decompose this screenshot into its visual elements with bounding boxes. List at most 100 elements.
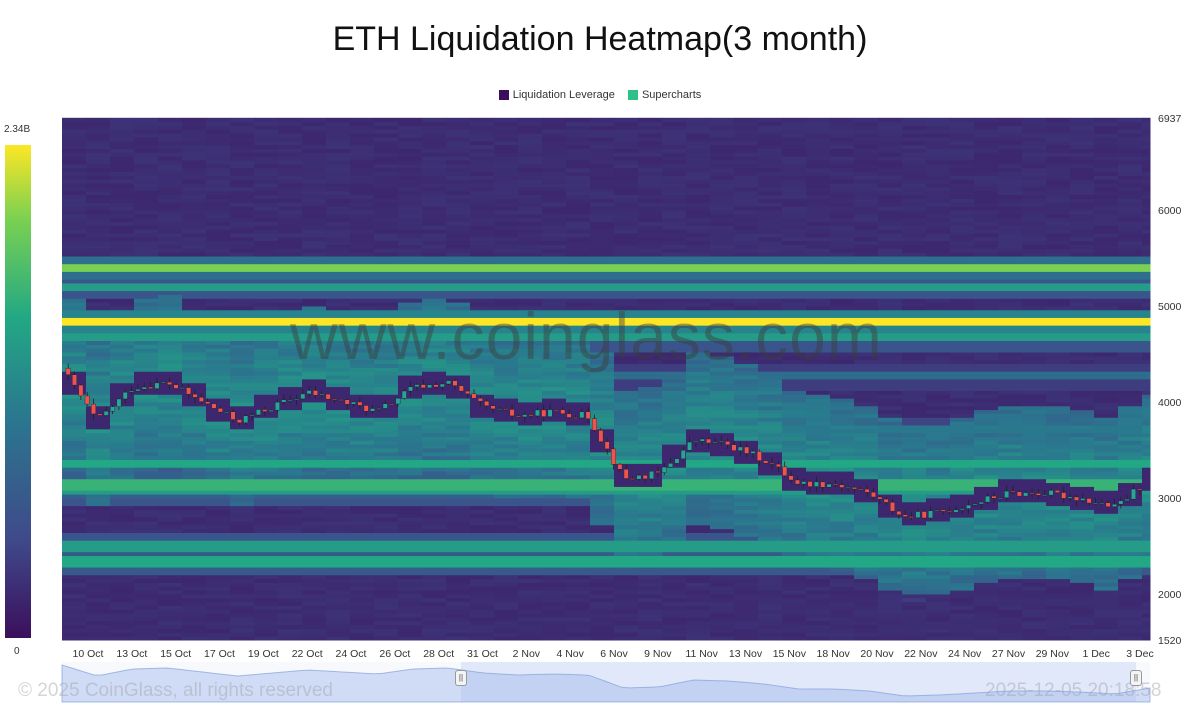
heatmap-cell bbox=[206, 613, 231, 618]
legend-item-supercharts[interactable]: Supercharts bbox=[627, 89, 701, 101]
heatmap-cell bbox=[878, 455, 903, 461]
heatmap-cell bbox=[614, 582, 639, 587]
heatmap-cell bbox=[518, 628, 543, 633]
heatmap-cell bbox=[182, 605, 207, 610]
heatmap-cell bbox=[302, 179, 327, 184]
heatmap-cell bbox=[86, 125, 111, 130]
heatmap-cell bbox=[110, 244, 135, 249]
heatmap-cell bbox=[86, 509, 111, 514]
heatmap-cell bbox=[494, 482, 519, 487]
heatmap-cell bbox=[422, 590, 447, 595]
chart-title: ETH Liquidation Heatmap(3 month) bbox=[332, 20, 868, 58]
heatmap-cell bbox=[638, 570, 663, 576]
heatmap-cell bbox=[302, 570, 327, 576]
heatmap-cell bbox=[62, 586, 87, 591]
heatmap-cell bbox=[374, 190, 399, 196]
heatmap-cell bbox=[854, 367, 879, 372]
heatmap-cell bbox=[662, 217, 687, 222]
heatmap-cell bbox=[782, 252, 807, 257]
heatmap-cell bbox=[278, 263, 303, 269]
legend-item-liquidation-leverage[interactable]: Liquidation Leverage bbox=[498, 89, 615, 101]
heatmap-cell bbox=[590, 444, 615, 449]
heatmap-cell bbox=[374, 179, 399, 184]
heatmap-cell bbox=[302, 524, 327, 530]
heatmap-cell bbox=[278, 593, 303, 599]
heatmap-cell bbox=[110, 486, 135, 491]
heatmap-cell bbox=[470, 378, 495, 384]
heatmap-cell bbox=[86, 428, 111, 434]
heatmap-cell bbox=[422, 474, 447, 480]
heatmap-cell bbox=[902, 616, 927, 622]
heatmap-cell bbox=[398, 194, 423, 199]
heatmap-cell bbox=[590, 321, 615, 326]
heatmap-cell bbox=[878, 267, 903, 272]
heatmap-cell bbox=[350, 517, 375, 522]
heatmap-cell bbox=[86, 605, 111, 610]
heatmap-cell bbox=[374, 474, 399, 480]
heatmap-cell bbox=[230, 501, 255, 507]
heatmap-cell bbox=[422, 570, 447, 576]
heatmap-cell bbox=[62, 501, 87, 507]
heatmap-cell bbox=[374, 302, 399, 307]
heatmap-cell bbox=[230, 405, 255, 411]
heatmap-cell bbox=[902, 544, 927, 549]
heatmap-cell bbox=[782, 455, 807, 461]
heatmap-cell bbox=[374, 294, 399, 299]
heatmap-cell bbox=[446, 636, 471, 641]
heatmap-cell bbox=[62, 616, 87, 622]
heatmap-cell bbox=[590, 194, 615, 199]
heatmap-cell bbox=[230, 263, 255, 269]
heatmap-cell bbox=[398, 298, 423, 303]
heatmap-cell bbox=[254, 217, 279, 222]
heatmap-cell bbox=[878, 213, 903, 219]
heatmap-cell bbox=[182, 294, 207, 299]
heatmap-cell bbox=[230, 386, 255, 391]
heatmap-cell bbox=[134, 544, 159, 549]
heatmap-cell bbox=[206, 317, 231, 322]
heatmap-cell bbox=[494, 605, 519, 610]
heatmap-cell bbox=[902, 355, 927, 361]
heatmap-cell bbox=[374, 202, 399, 207]
heatmap-cell bbox=[854, 428, 879, 434]
heatmap-cell bbox=[350, 578, 375, 583]
heatmap-cell bbox=[542, 544, 567, 549]
heatmap-cell bbox=[110, 540, 135, 545]
heatmap-cell bbox=[110, 325, 135, 330]
heatmap-cell bbox=[470, 125, 495, 130]
heatmap-cell bbox=[254, 444, 279, 449]
heatmap-cell bbox=[182, 559, 207, 564]
heatmap-cell bbox=[710, 632, 735, 637]
heatmap-cell bbox=[878, 206, 903, 211]
heatmap-cell bbox=[278, 229, 303, 234]
heatmap-cell bbox=[254, 570, 279, 576]
heatmap-cell bbox=[470, 240, 495, 246]
heatmap-cell bbox=[926, 609, 951, 614]
heatmap-cell bbox=[734, 509, 759, 514]
heatmap-cell bbox=[230, 382, 255, 388]
heatmap-cell bbox=[854, 321, 879, 326]
heatmap-cell bbox=[782, 363, 807, 368]
heatmap-cell bbox=[782, 390, 807, 395]
heatmap-cell bbox=[566, 478, 591, 484]
heatmap-cell bbox=[542, 421, 567, 426]
heatmap-cell bbox=[350, 363, 375, 368]
heatmap-cell bbox=[422, 463, 447, 468]
heatmap-cell bbox=[542, 263, 567, 269]
heatmap-cell bbox=[878, 540, 903, 545]
heatmap-cell bbox=[446, 336, 471, 341]
heatmap-cell bbox=[734, 421, 759, 426]
heatmap-cell bbox=[542, 528, 567, 533]
heatmap-cell bbox=[254, 555, 279, 560]
heatmap-cell bbox=[638, 609, 663, 614]
heatmap-cell bbox=[806, 494, 831, 499]
heatmap-cell bbox=[710, 298, 735, 303]
heatmap-cell bbox=[614, 605, 639, 610]
heatmap-cell bbox=[686, 321, 711, 326]
heatmap-cell bbox=[518, 309, 543, 315]
heatmap-cell bbox=[494, 244, 519, 249]
heatmap-cell bbox=[86, 213, 111, 219]
heatmap-cell bbox=[254, 486, 279, 491]
heatmap-cell bbox=[302, 129, 327, 134]
heatmap-cell bbox=[926, 409, 951, 414]
heatmap-cell bbox=[134, 382, 159, 388]
